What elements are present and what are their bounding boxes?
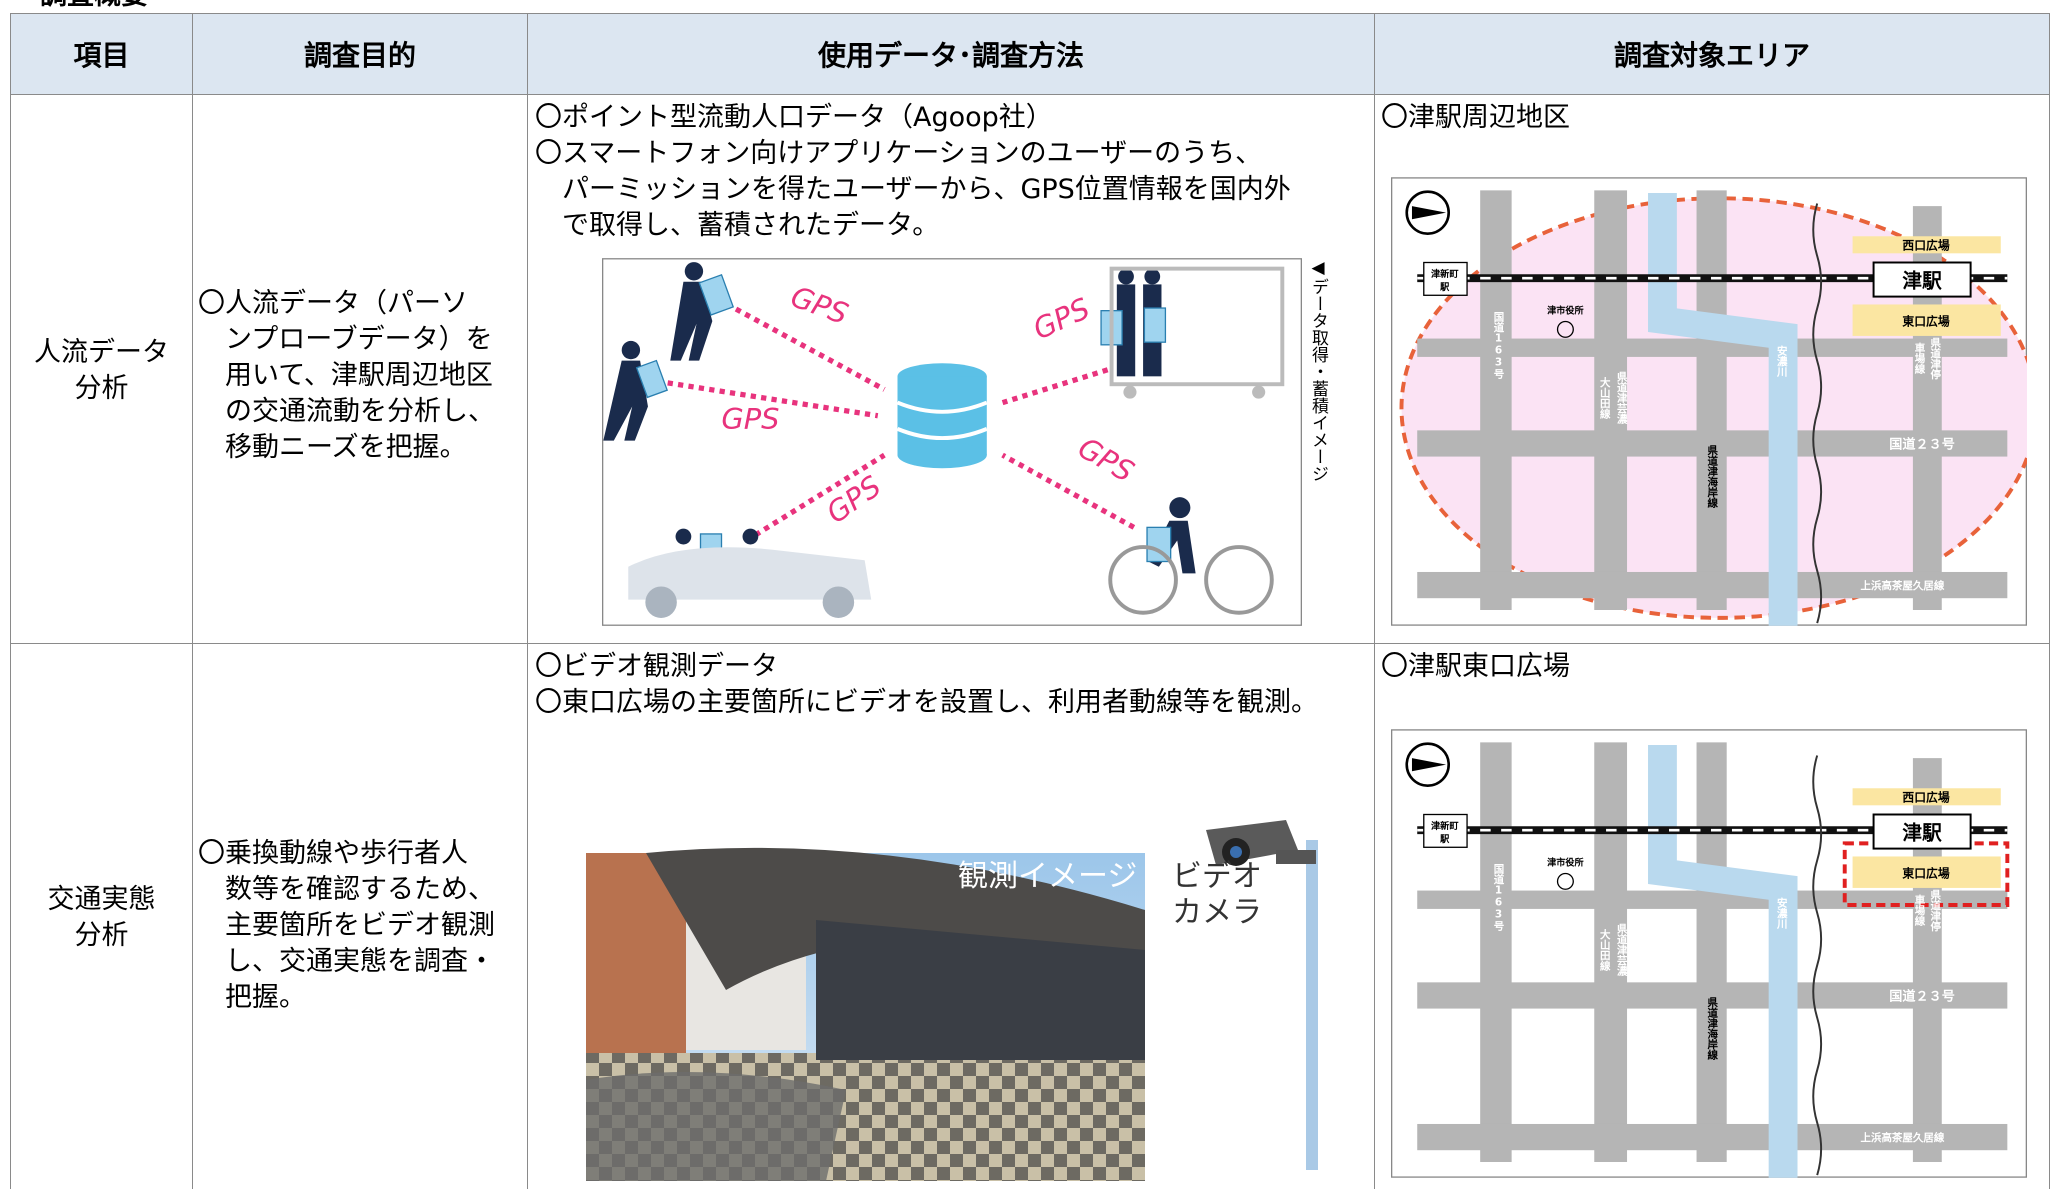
purpose-text: ンプローブデータ）を: [225, 324, 493, 355]
map-label: 県道津停: [1929, 337, 1941, 380]
road: [1417, 1123, 2008, 1151]
figure-caption: ◀データ取得・蓄積イメージ: [1308, 258, 1328, 482]
purpose-text: 〇乗換動線や歩行者人: [198, 838, 468, 869]
purpose-text: 用いて、津駅周辺地区: [225, 360, 493, 391]
road: [1480, 190, 1512, 611]
method-text: パーミッションを得たユーザーから、GPS位置情報を国内外: [562, 174, 1291, 205]
map-label: 津新町: [1431, 268, 1458, 280]
city-hall-mark: [1556, 320, 1574, 338]
north-arrow: [1411, 758, 1447, 772]
camera-label: カメラ: [1172, 895, 1262, 930]
map-label: 車場線: [1913, 342, 1925, 375]
map-label: 安濃川: [1776, 344, 1788, 377]
map-label: 西口広場: [1902, 790, 1949, 804]
east-plaza: [1852, 304, 2001, 336]
area-text: 〇津駅東口広場: [1381, 651, 1570, 682]
station-box: [1872, 261, 1972, 298]
road: [1594, 190, 1628, 611]
wave: [1812, 755, 1823, 1176]
map-label: 津新町: [1431, 820, 1458, 832]
map-label: 大山田線: [1599, 928, 1611, 971]
method-text: 〇ビデオ観測データ: [535, 651, 778, 682]
camera-label: ビデオ: [1172, 859, 1262, 894]
map-label: 津市役所: [1547, 857, 1584, 869]
header-cell: 使用データ･調査方法: [527, 13, 1375, 95]
gps-label: GPS: [721, 402, 779, 436]
header-cell: 項目: [10, 13, 193, 95]
road: [1417, 571, 2008, 599]
method-text: 〇東口広場の主要箇所にビデオを設置し、利用者動線等を観測。: [535, 687, 1318, 718]
purpose-text: 把握。: [225, 982, 306, 1013]
east-plaza: [1852, 856, 2001, 888]
road: [1417, 430, 2008, 457]
map-label: 大山田線: [1599, 376, 1611, 419]
map-label: 国道２３号: [1889, 988, 1955, 1005]
map-label: 国道２３号: [1889, 436, 1955, 453]
map-label: 津市役所: [1547, 305, 1584, 317]
map-label: 県道津海岸線: [1706, 997, 1718, 1061]
title: 調査概要: [40, 0, 148, 14]
cell: [1374, 643, 2050, 1189]
road: [1696, 742, 1727, 1163]
map-label: 県道津芸濃: [1616, 371, 1628, 424]
map-label: 国道163号: [1493, 863, 1505, 931]
north-arrow: [1411, 206, 1447, 220]
map-label: 津駅: [1902, 821, 1942, 844]
method-text: 〇スマートフォン向けアプリケーションのユーザーのうち、: [535, 138, 1263, 169]
map-label: 国道163号: [1493, 311, 1505, 379]
purpose-text: 主要箇所をビデオ観測: [225, 910, 495, 941]
purpose-text: の交通流動を分析し、: [225, 396, 495, 427]
river: [1648, 744, 1798, 1178]
purpose-text: 〇人流データ（パーソ: [198, 288, 468, 319]
map-label: 駅: [1439, 282, 1450, 293]
area-text: 〇津駅周辺地区: [1381, 102, 1570, 133]
station-box: [1872, 813, 1972, 850]
map-label: 東口広場: [1901, 314, 1949, 328]
road: [1417, 890, 2008, 909]
map-label: 東口広場: [1901, 866, 1949, 880]
purpose-text: し、交通実態を調査・: [225, 946, 495, 977]
wave: [1812, 203, 1823, 624]
west-plaza: [1852, 788, 2001, 806]
item-text: 分析: [74, 920, 129, 951]
map-label: 県道津停: [1929, 889, 1941, 932]
river: [1648, 192, 1798, 626]
map-label: 安濃川: [1776, 896, 1788, 929]
method-text: で取得し、蓄積されたデータ。: [562, 210, 940, 241]
item-text: 分析: [74, 373, 129, 404]
purpose-text: 数等を確認するため、: [225, 874, 495, 905]
map-label: 上浜高茶屋久居線: [1860, 579, 1944, 592]
west-plaza: [1852, 236, 2001, 254]
map-label: 上浜高茶屋久居線: [1860, 1131, 1944, 1144]
header-cell: 調査目的: [192, 13, 528, 95]
map-label: 西口広場: [1902, 238, 1949, 252]
map-label: 車場線: [1913, 894, 1925, 927]
road: [1480, 742, 1512, 1163]
header-cell: 調査対象エリア: [1374, 13, 2050, 95]
purpose-text: 移動ニーズを把握。: [225, 432, 467, 463]
map-label: 津駅: [1902, 269, 1942, 292]
station-box: [1423, 813, 1468, 848]
city-hall-mark: [1556, 872, 1574, 890]
method-text: 〇ポイント型流動人口データ（Agoop社）: [535, 102, 1053, 133]
photo-label: 観測イメージ: [958, 859, 1137, 894]
map-label: 県道津芸濃: [1616, 923, 1628, 976]
station-box: [1423, 261, 1468, 296]
map-label: 県道津海岸線: [1706, 445, 1718, 509]
item-text: 交通実態: [47, 884, 156, 915]
road: [1417, 338, 2008, 357]
map-label: 駅: [1439, 834, 1450, 845]
road: [1594, 742, 1628, 1163]
road: [1417, 982, 2008, 1009]
item-text: 人流データ: [34, 337, 169, 368]
road: [1696, 190, 1727, 611]
